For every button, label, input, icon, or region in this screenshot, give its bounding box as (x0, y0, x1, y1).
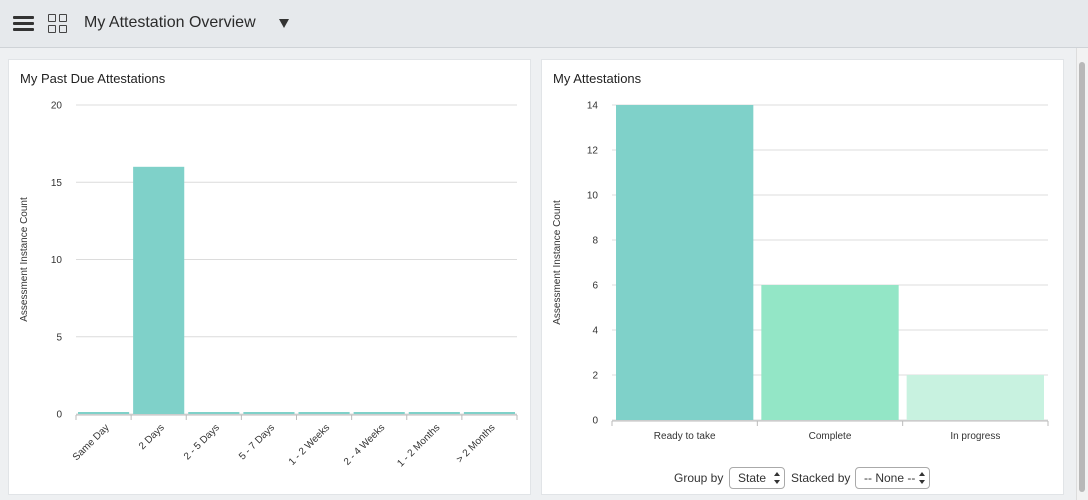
y-axis-label: Assessment Instance Count (19, 197, 30, 322)
past-due-bar-chart: 0 5 10 15 20 Assessment Instance Count Same Da… (19, 101, 518, 469)
x-tick-label: Same Day (71, 422, 112, 463)
x-tick-label: > 2 Months (455, 422, 498, 465)
page-title: My Attestation Overview (84, 14, 256, 31)
y-tick-label: 0 (592, 416, 598, 427)
y-tick-label: 4 (592, 326, 598, 337)
past-due-bar-2-5-days[interactable] (188, 412, 240, 414)
attestations-bar-chart: 0 2 4 6 8 10 12 14 Assessment Instance Count Read… (552, 101, 1049, 442)
past-due-bar-5-7-days[interactable] (243, 412, 295, 414)
x-tick-label: Complete (809, 431, 852, 442)
select-arrows-icon (919, 472, 925, 484)
x-tick-label: Ready to take (654, 431, 716, 442)
y-tick-label: 6 (592, 281, 598, 292)
past-due-bar-2-4-weeks[interactable] (353, 412, 405, 414)
app-header: My Attestation Overview (0, 0, 1088, 48)
scrollbar-thumb[interactable] (1079, 62, 1085, 492)
x-tick-label: 5 - 7 Days (237, 422, 277, 462)
caret-down-icon[interactable] (279, 19, 289, 28)
group-by-value: State (738, 471, 767, 485)
y-tick-label: 14 (587, 101, 599, 112)
select-arrows-icon (774, 472, 780, 484)
past-due-bar-1-2-weeks[interactable] (298, 412, 350, 414)
widget-title-past-due: My Past Due Attestations (20, 71, 166, 86)
x-tick-label: 2 - 4 Weeks (342, 422, 387, 467)
x-tick-label: 1 - 2 Weeks (287, 422, 332, 467)
group-by-select[interactable]: State (729, 467, 785, 489)
widget-title-attestations: My Attestations (553, 71, 642, 86)
attestations-bar-in-progress[interactable] (906, 375, 1044, 420)
y-tick-label: 0 (56, 410, 62, 421)
y-tick-label: 8 (592, 236, 598, 247)
y-tick-label: 20 (51, 101, 63, 112)
y-tick-label: 2 (592, 371, 598, 382)
past-due-bar-same-day[interactable] (78, 412, 130, 414)
y-axis-label: Assessment Instance Count (552, 200, 563, 325)
x-tick-label: In progress (950, 431, 1000, 442)
y-tick-label: 12 (587, 146, 599, 157)
attestations-bar-complete[interactable] (761, 285, 899, 420)
stacked-by-select[interactable]: -- None -- (855, 467, 930, 489)
hamburger-menu-icon[interactable] (13, 16, 34, 32)
x-tick-label: 2 Days (137, 422, 167, 452)
group-by-label: Group by (674, 471, 724, 485)
past-due-bar-1-2-months[interactable] (408, 412, 460, 414)
attestations-bar-ready-to-take[interactable] (616, 105, 754, 420)
past-due-attestations-widget: My Past Due Attestations 0 5 10 15 20 Assessm… (8, 59, 531, 495)
past-due-bar-2-months[interactable] (463, 412, 515, 414)
stacked-by-value: -- None -- (864, 471, 916, 485)
x-tick-label: 2 - 5 Days (182, 422, 222, 462)
x-tick-label: 1 - 2 Months (395, 422, 442, 469)
my-attestations-widget: My Attestations 0 2 4 6 8 10 12 14 Assessment In… (541, 59, 1064, 495)
chart-controls: Group by State Stacked by -- None -- (542, 466, 1065, 490)
grid-view-icon[interactable] (48, 14, 68, 34)
y-tick-label: 15 (51, 178, 63, 189)
stacked-by-label: Stacked by (791, 471, 851, 485)
y-tick-label: 5 (56, 332, 62, 343)
past-due-bar-2-days[interactable] (133, 166, 185, 414)
y-tick-label: 10 (587, 191, 599, 202)
y-tick-label: 10 (51, 255, 63, 266)
